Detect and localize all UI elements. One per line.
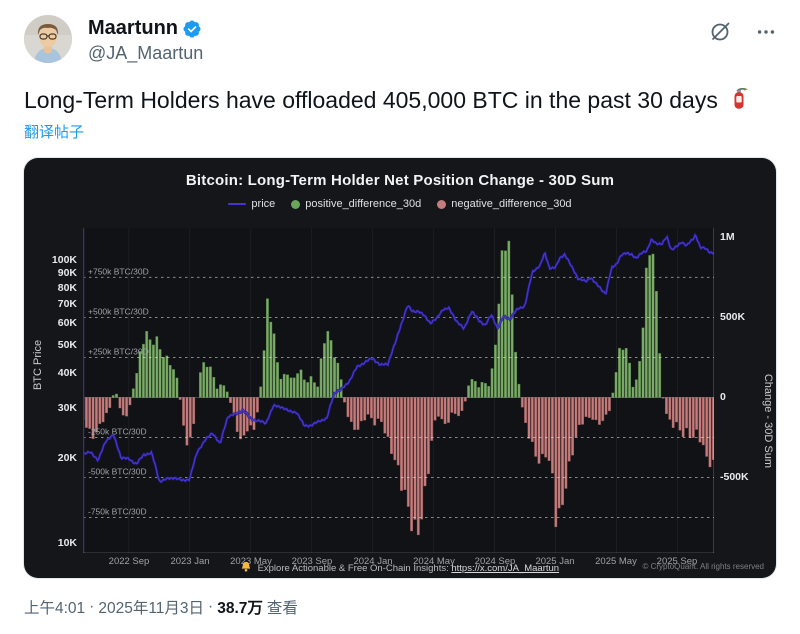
post-actions bbox=[708, 20, 778, 44]
svg-text:-250k BTC/30D: -250k BTC/30D bbox=[88, 427, 147, 437]
svg-text:-750k BTC/30D: -750k BTC/30D bbox=[88, 507, 147, 517]
x-tick-label: 2023 Jan bbox=[170, 556, 210, 567]
x-tick-label: 2024 Sep bbox=[474, 556, 516, 567]
legend-item-positive: positive_difference_30d bbox=[291, 198, 421, 210]
fire-extinguisher-emoji bbox=[728, 87, 749, 116]
right-axis-ticks: 1M 500K 0 -500K bbox=[720, 228, 770, 553]
author-handle[interactable]: @JA_Maartun bbox=[88, 43, 204, 63]
left-tick-label: 70K bbox=[57, 298, 77, 310]
left-tick-label: 40K bbox=[57, 367, 77, 379]
x-tick-label: 2025 Jan bbox=[535, 556, 575, 567]
x-axis-ticks: 2022 Sep 2023 Jan 2023 May 2023 Sep 2024 Jan… bbox=[83, 556, 714, 570]
right-tick-label: 500K bbox=[720, 311, 746, 323]
author-name[interactable]: Maartunn bbox=[88, 17, 178, 39]
bell-icon bbox=[241, 561, 251, 575]
svg-text:+750k BTC/30D: +750k BTC/30D bbox=[88, 266, 149, 276]
left-tick-label: 30K bbox=[57, 402, 77, 414]
svg-text:+250k BTC/30D: +250k BTC/30D bbox=[88, 347, 149, 357]
left-tick-label: 10K bbox=[57, 537, 77, 549]
grok-icon[interactable] bbox=[708, 20, 732, 44]
left-tick-label: 100K bbox=[51, 254, 77, 266]
footer-link: https://x.com/JA_Maartun bbox=[451, 563, 560, 574]
tweet-text: Long-Term Holders have offloaded 405,000… bbox=[24, 86, 776, 116]
right-tick-label: 0 bbox=[720, 391, 726, 403]
copyright: © CryptoQuant. All rights reserved bbox=[642, 562, 765, 571]
translate-post-link[interactable]: 翻译帖子 bbox=[24, 124, 85, 141]
left-tick-label: 50K bbox=[57, 339, 77, 351]
legend-item-price: price bbox=[228, 198, 275, 210]
views-count: 38.7万 bbox=[217, 600, 263, 617]
x-tick-label: 2023 May bbox=[230, 556, 272, 567]
verified-icon bbox=[182, 19, 202, 39]
views-label: 查看 bbox=[266, 600, 298, 617]
more-icon[interactable] bbox=[754, 20, 778, 44]
avatar-image bbox=[24, 15, 72, 63]
avatar[interactable] bbox=[24, 15, 72, 63]
chart-legend: price positive_difference_30d negative_d… bbox=[24, 198, 776, 210]
x-tick-label: 2024 Jan bbox=[353, 556, 393, 567]
author-row: Maartunn bbox=[88, 17, 202, 40]
right-tick-label: -500K bbox=[720, 471, 749, 483]
x-tick-label: 2025 Sep bbox=[656, 556, 698, 567]
post-time[interactable]: 上午4:01 bbox=[24, 600, 86, 617]
left-axis-ticks: 100K 90K 80K 70K 60K 50K 40K 30K 20K 10K bbox=[24, 228, 77, 553]
positive-dot-swatch bbox=[291, 199, 301, 209]
left-tick-label: 80K bbox=[57, 282, 77, 294]
legend-item-negative: negative_difference_30d bbox=[437, 198, 572, 210]
x-tick-label: 2025 May bbox=[595, 556, 637, 567]
x-tick-label: 2024 May bbox=[413, 556, 455, 567]
x-tick-label: 2022 Sep bbox=[108, 556, 150, 567]
timestamp-row: 上午4:01 · 2025年11月3日 · 38.7万 查看 bbox=[24, 598, 298, 617]
right-tick-label: 1M bbox=[720, 231, 735, 243]
negative-dot-swatch bbox=[437, 199, 447, 209]
chart-image[interactable]: Bitcoin: Long-Term Holder Net Position C… bbox=[24, 158, 776, 578]
left-tick-label: 90K bbox=[57, 267, 77, 279]
footer-note: Explore Actionable & Free On-Chain Insig… bbox=[24, 561, 776, 575]
left-tick-label: 20K bbox=[57, 452, 77, 464]
x-tick-label: 2023 Sep bbox=[291, 556, 333, 567]
plot-area: +750k BTC/30D +500k BTC/30D +250k BTC/30D -… bbox=[83, 228, 714, 553]
chart-title: Bitcoin: Long-Term Holder Net Position C… bbox=[185, 172, 615, 189]
chart-footer: Explore Actionable & Free On-Chain Insig… bbox=[24, 561, 776, 577]
svg-text:-500k BTC/30D: -500k BTC/30D bbox=[88, 467, 147, 477]
post-date[interactable]: 2025年11月3日 bbox=[98, 600, 205, 617]
svg-text:+500k BTC/30D: +500k BTC/30D bbox=[88, 307, 149, 317]
left-tick-label: 60K bbox=[57, 317, 77, 329]
price-line-swatch bbox=[228, 203, 247, 205]
